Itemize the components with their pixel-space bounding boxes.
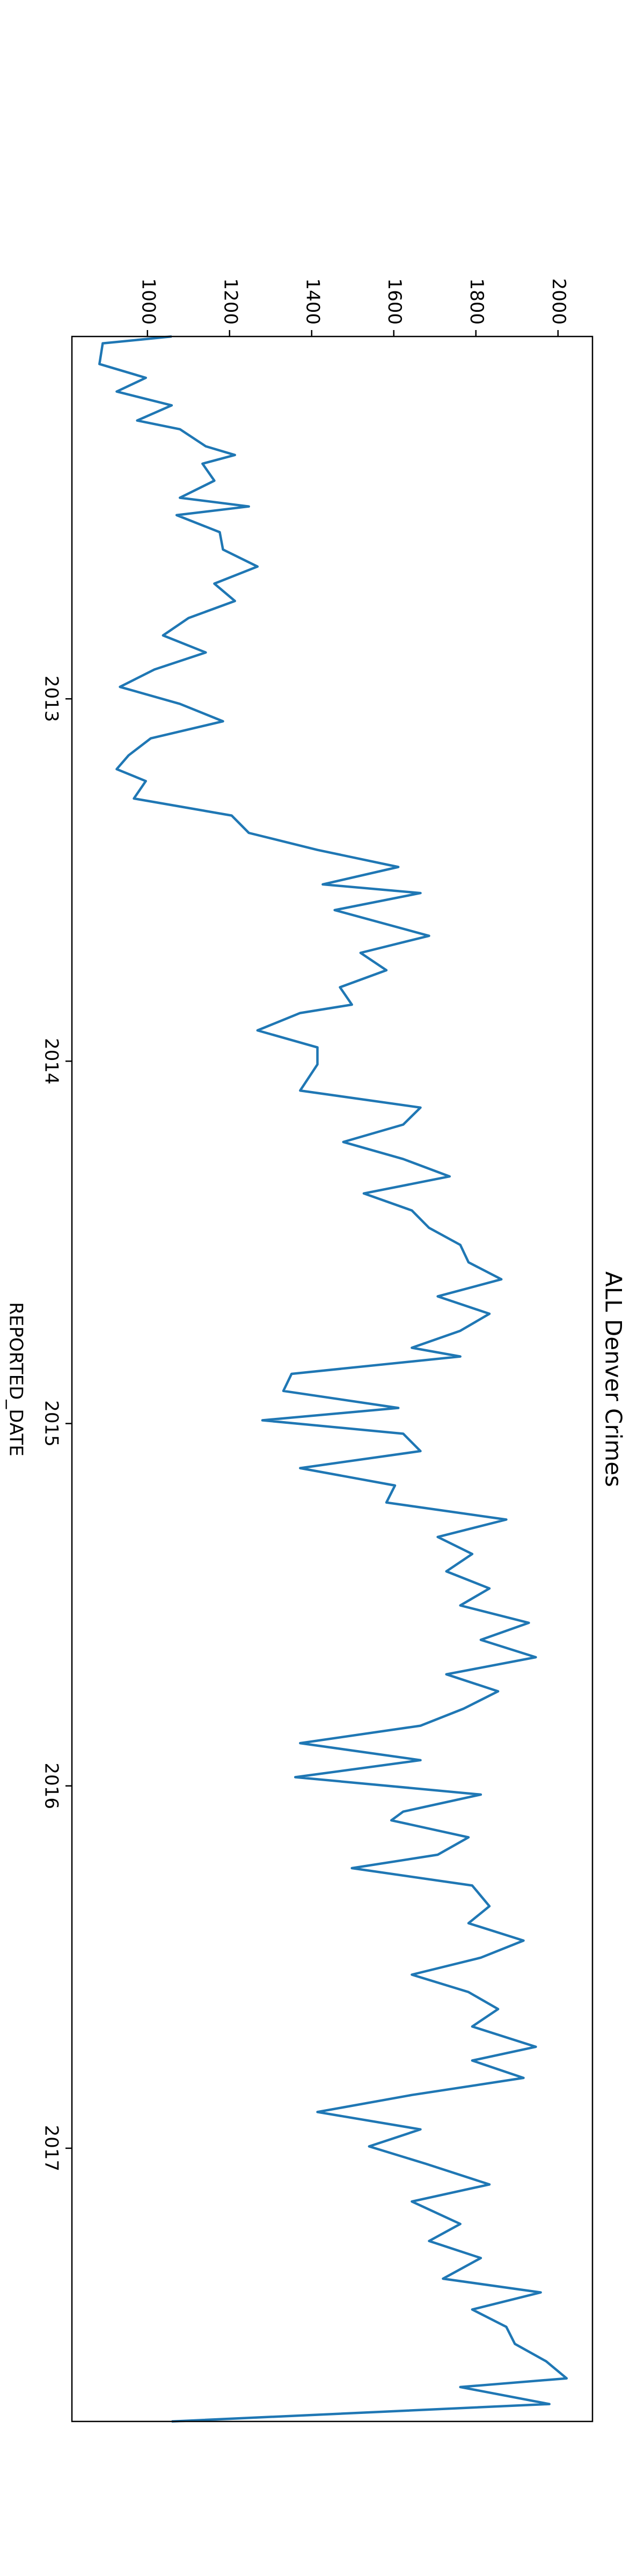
chart-title: ALL Denver Crimes: [601, 1271, 627, 1487]
x-tick-label: 2016: [41, 1762, 62, 1809]
y-tick-label: 2000: [548, 278, 569, 325]
x-tick-label: 2015: [41, 1400, 62, 1447]
data-line: [98, 335, 568, 2423]
y-tick-label: 1000: [137, 278, 159, 325]
x-tick-label: 2014: [41, 1038, 62, 1085]
y-tick-label: 1200: [219, 278, 241, 325]
plot-frame: [71, 335, 594, 2423]
x-tick-label: 2017: [41, 2125, 62, 2172]
y-tick-label: 1400: [302, 278, 323, 325]
y-tick-label: 1800: [466, 278, 487, 325]
x-tick-label: 2013: [41, 676, 62, 722]
y-tick-label: 1600: [384, 278, 405, 325]
x-axis-label: REPORTED_DATE: [5, 1302, 27, 1456]
